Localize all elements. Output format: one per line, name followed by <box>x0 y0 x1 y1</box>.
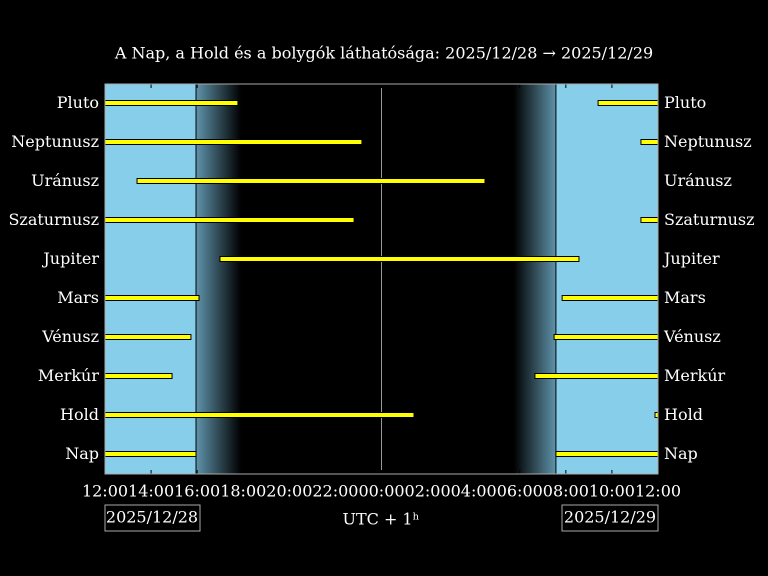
visibility-bar <box>104 217 355 223</box>
daylight <box>555 84 658 474</box>
x-tick-label: 18:00 <box>220 482 266 501</box>
row-label: Uránusz <box>31 171 99 190</box>
x-tick-label: 12:00 <box>82 482 128 501</box>
row-label: Nap <box>664 444 698 463</box>
x-tick-label: 08:00 <box>543 482 589 501</box>
visibility-bar <box>104 412 415 418</box>
visibility-bar <box>553 334 659 340</box>
x-tick-label: 04:00 <box>451 482 497 501</box>
row-label: Hold <box>60 405 99 424</box>
visibility-bar <box>104 139 363 145</box>
chart-title: A Nap, a Hold és a bolygók láthatósága: … <box>114 44 653 63</box>
date-label: 2025/12/29 <box>564 508 656 527</box>
row-label: Merkúr <box>38 366 100 385</box>
x-tick-label: 22:00 <box>312 482 358 501</box>
row-label: Nap <box>65 444 99 463</box>
visibility-bar <box>640 139 659 145</box>
visibility-bar <box>640 217 659 223</box>
row-label: Szaturnusz <box>664 210 755 229</box>
row-label: Jupiter <box>662 249 720 268</box>
visibility-bar <box>555 451 659 457</box>
x-tick-label: 00:00 <box>358 482 404 501</box>
daylight <box>105 84 197 474</box>
twilight <box>196 84 242 474</box>
x-tick-label: 20:00 <box>266 482 312 501</box>
row-label: Hold <box>664 405 703 424</box>
row-label: Jupiter <box>41 249 99 268</box>
row-label: Pluto <box>57 93 99 112</box>
x-tick-label: 10:00 <box>589 482 635 501</box>
date-box <box>561 504 659 532</box>
visibility-bar <box>104 100 239 106</box>
x-axis-label: UTC + 1ʰ <box>342 510 419 529</box>
date-label: 2025/12/28 <box>106 508 198 527</box>
row-label: Vénusz <box>41 327 99 346</box>
visibility-bar <box>219 256 580 262</box>
x-tick-label: 02:00 <box>405 482 451 501</box>
visibility-bar <box>597 100 659 106</box>
row-label: Vénusz <box>663 327 721 346</box>
visibility-bar <box>104 451 197 457</box>
visibility-bar <box>561 295 659 301</box>
row-label: Merkúr <box>664 366 726 385</box>
row-label: Uránusz <box>664 171 732 190</box>
row-label: Neptunusz <box>664 132 752 151</box>
row-label: Neptunusz <box>11 132 99 151</box>
row-label: Pluto <box>664 93 706 112</box>
date-box <box>104 504 201 532</box>
x-tick-label: 12:00 <box>635 482 681 501</box>
row-label: Szaturnusz <box>8 210 99 229</box>
plot-frame <box>104 83 659 475</box>
visibility-bar <box>104 373 173 379</box>
x-tick-label: 06:00 <box>497 482 543 501</box>
x-tick-label: 16:00 <box>174 482 220 501</box>
visibility-bar <box>104 334 192 340</box>
x-tick-label: 14:00 <box>128 482 174 501</box>
visibility-bar <box>104 295 200 301</box>
visibility-bar <box>136 178 486 184</box>
row-label: Mars <box>664 288 706 307</box>
row-label: Mars <box>57 288 99 307</box>
visibility-bar <box>534 373 659 379</box>
twilight <box>513 84 556 474</box>
